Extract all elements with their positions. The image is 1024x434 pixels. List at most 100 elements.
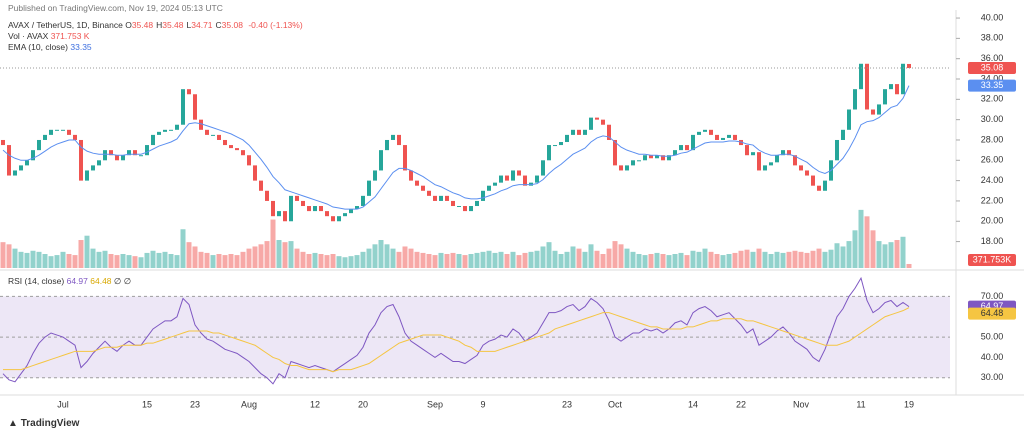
volume-legend: Vol · AVAX 371.753 K xyxy=(8,31,89,41)
candle xyxy=(619,165,623,171)
symbol: AVAX / TetherUS, 1D, Binance xyxy=(8,20,123,30)
volume-bar xyxy=(516,255,522,268)
volume-bar xyxy=(774,251,780,268)
candle xyxy=(79,139,83,181)
ohlc-key: L xyxy=(186,20,192,30)
candle xyxy=(175,124,179,130)
volume-bar xyxy=(804,252,810,268)
volume-bar xyxy=(312,252,318,268)
volume-bar xyxy=(54,255,60,268)
candle xyxy=(847,109,851,130)
volume-bar xyxy=(792,250,798,268)
candle xyxy=(613,139,617,166)
volume-bar xyxy=(300,251,306,268)
candle xyxy=(463,206,467,212)
candle xyxy=(535,175,539,183)
last-price-label-box xyxy=(968,62,1016,75)
candle xyxy=(511,170,515,181)
volume-bar xyxy=(846,241,852,268)
rsi-tag-box xyxy=(968,307,1016,320)
volume-bar xyxy=(768,254,774,268)
volume-bar xyxy=(840,246,846,268)
volume-bar xyxy=(390,248,396,268)
candle xyxy=(811,175,815,186)
volume-bar xyxy=(738,250,744,268)
volume-bar xyxy=(822,251,828,268)
candle xyxy=(55,129,59,131)
volume-bar xyxy=(138,257,144,268)
candle xyxy=(667,155,671,161)
volume-bar xyxy=(606,248,612,268)
volume-bar xyxy=(240,251,246,268)
volume-bar xyxy=(900,236,906,268)
volume-bar xyxy=(420,252,426,268)
volume-bar xyxy=(348,256,354,268)
volume-bar xyxy=(168,254,174,268)
volume-bar xyxy=(228,254,234,268)
volume-bar xyxy=(450,252,456,268)
volume-bar xyxy=(666,255,672,268)
candle xyxy=(19,165,23,171)
volume-bar xyxy=(648,254,654,268)
volume-bar xyxy=(726,254,732,268)
candle xyxy=(409,170,413,181)
ohlc-key: H xyxy=(156,20,163,30)
volume-bar xyxy=(528,251,534,268)
volume-bar xyxy=(492,252,498,268)
candle xyxy=(499,175,503,183)
volume-bar xyxy=(246,248,252,268)
volume-bar xyxy=(630,251,636,268)
candle xyxy=(637,160,641,162)
candle xyxy=(571,129,575,135)
symbol-legend: AVAX / TetherUS, 1D, Binance O35.48 H35.4… xyxy=(8,20,303,30)
candle xyxy=(439,195,443,201)
candle xyxy=(517,170,521,176)
candle xyxy=(793,155,797,166)
volume-bar xyxy=(678,252,684,268)
candle xyxy=(751,152,755,156)
volume-bar xyxy=(546,242,552,268)
volume-bar xyxy=(906,263,912,268)
volume-bar xyxy=(720,255,726,268)
y-tick-label: 20.00 xyxy=(981,216,1004,226)
candle xyxy=(1,139,5,146)
candle xyxy=(817,185,821,191)
volume-bar xyxy=(96,251,102,268)
volume-bar xyxy=(294,248,300,268)
volume-bar xyxy=(888,242,894,268)
volume-bar xyxy=(18,251,24,268)
volume-bar xyxy=(342,257,348,268)
volume-bar xyxy=(258,244,264,268)
volume-bar xyxy=(324,255,330,268)
candle xyxy=(163,129,167,132)
volume-bar xyxy=(414,251,420,268)
candle xyxy=(259,180,263,191)
candle xyxy=(205,129,209,135)
volume-bar xyxy=(12,248,18,268)
candle xyxy=(367,180,371,196)
y-tick-label: 36.00 xyxy=(981,53,1004,63)
volume-bar xyxy=(336,256,342,268)
candle xyxy=(13,170,17,176)
volume-bar xyxy=(30,250,36,268)
ema-price-label: 33.35 xyxy=(981,80,1004,90)
candle xyxy=(223,139,227,146)
change: -0.40 (-1.13%) xyxy=(248,20,303,30)
candle xyxy=(397,134,401,146)
candle xyxy=(631,160,635,166)
candle xyxy=(649,155,653,159)
volume-bar xyxy=(510,251,516,268)
candle xyxy=(787,150,791,156)
candle xyxy=(433,195,437,201)
candle xyxy=(523,175,527,186)
candle xyxy=(541,160,545,176)
candle xyxy=(889,84,893,90)
ohlc-text: 35.48 xyxy=(131,20,154,30)
volume-bar xyxy=(474,252,480,268)
candle xyxy=(271,200,275,217)
volume-bar xyxy=(378,240,384,268)
ema-line xyxy=(2,85,910,210)
volume-bar xyxy=(114,255,120,268)
volume-bar xyxy=(702,248,708,268)
